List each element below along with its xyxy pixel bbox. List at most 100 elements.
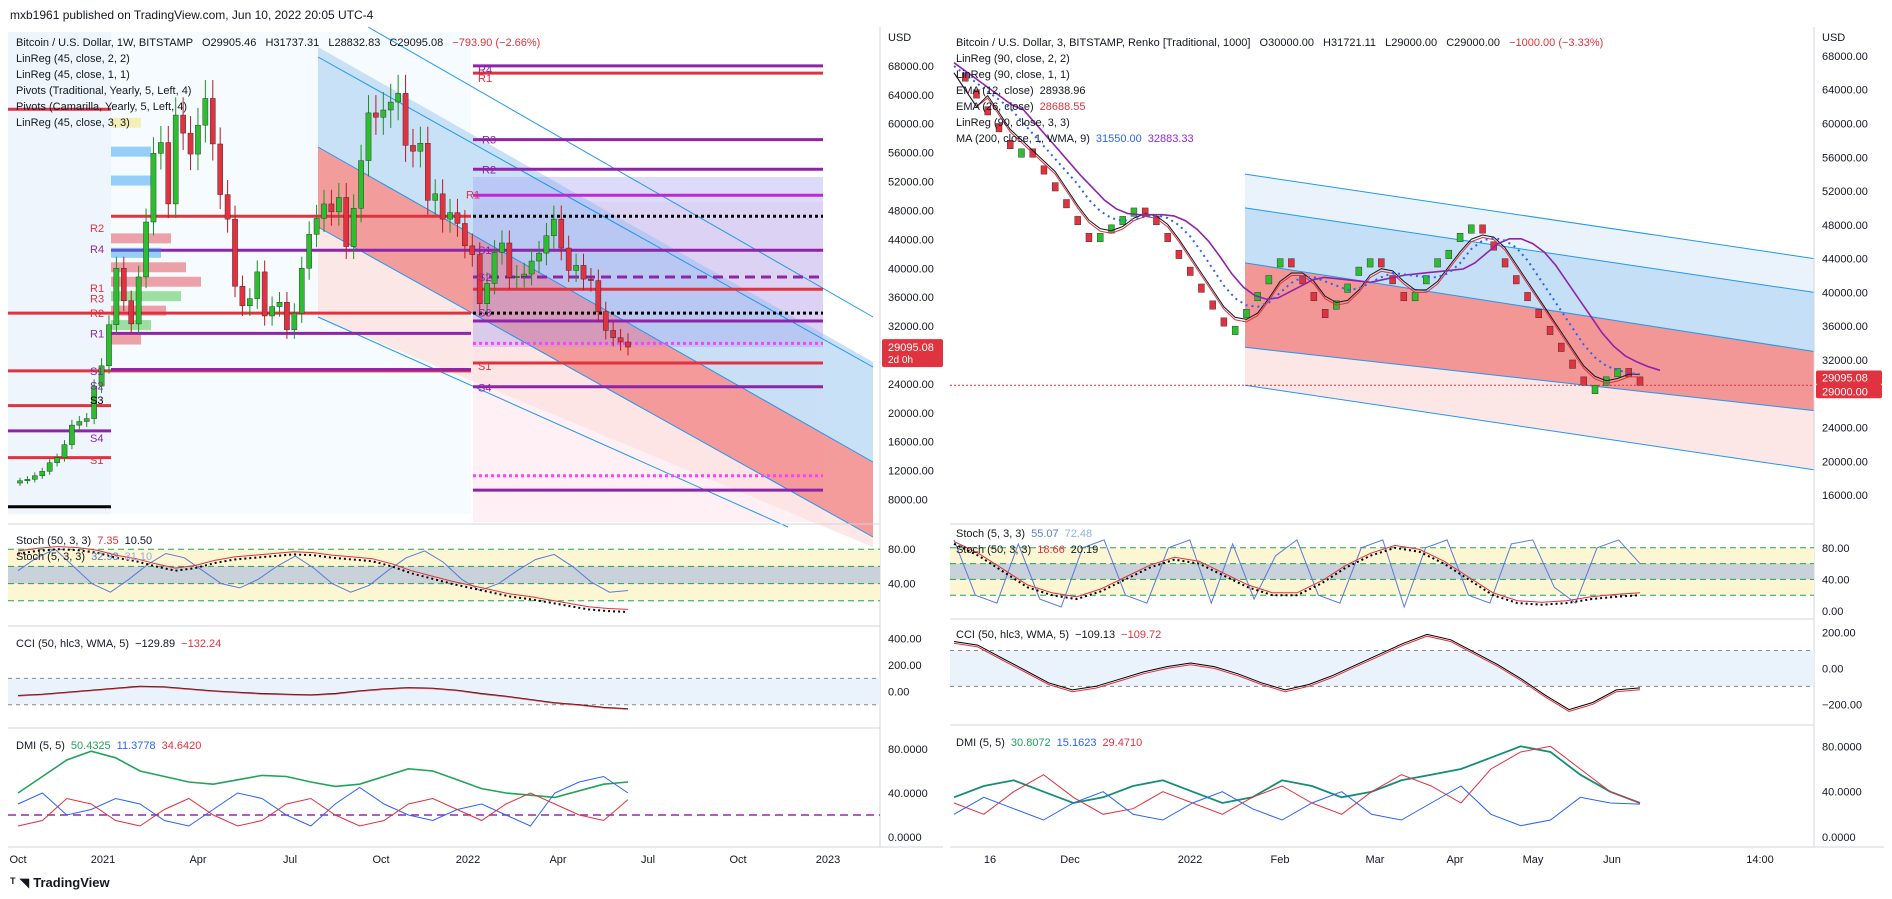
right-renko-brick (1490, 241, 1498, 251)
right-last-price-tag (1816, 370, 1882, 385)
left-cci-legend[interactable]: CCI (50, hlc3, WMA, 5) −129.89 −132.24 (16, 636, 221, 652)
right-stoch1-label: Stoch (5, 3, 3) (956, 528, 1026, 540)
left-dmi-legend[interactable]: DMI (5, 5) 50.4325 11.3778 34.6420 (16, 738, 201, 754)
right-chart-panel[interactable]: USD 68000.00 64000.00 60000.00 56000.00 52000… (950, 27, 1884, 872)
right-stoch-tick: 40.00 (1822, 574, 1850, 586)
left-indicator-3[interactable]: Pivots (Camarilla, Yearly, 5, Left, 4) (16, 101, 187, 113)
left-chart-panel[interactable]: USD 68000.00 64000.00 60000.00 56000.00 52000… (8, 27, 943, 872)
left-stoch2-k: 32.93 (91, 551, 119, 563)
left-candle-body (135, 276, 142, 325)
left-open: O29905.46 (201, 37, 257, 49)
left-candle-body (83, 418, 90, 422)
left-candle-body (239, 286, 246, 307)
right-chart-canvas[interactable]: USD 68000.00 64000.00 60000.00 56000.00 52000… (950, 27, 1884, 872)
right-renko-brick (995, 123, 1003, 133)
right-indicator-3[interactable]: EMA (26, close) (956, 101, 1034, 113)
left-cci-tick: 200.00 (888, 660, 922, 672)
right-stoch-tick: 0.00 (1822, 606, 1843, 618)
left-indicator-1[interactable]: LinReg (45, close, 1, 1) (16, 69, 130, 81)
left-candle-body (447, 212, 453, 220)
right-renko-brick (984, 106, 991, 116)
left-candle-body (432, 193, 439, 201)
left-stoch2-label: Stoch (5, 3, 3) (16, 551, 86, 563)
left-linreg-line-2 (317, 146, 874, 463)
left-indicator-2[interactable]: Pivots (Traditional, Yearly, 5, Left, 4) (16, 85, 192, 97)
right-cci-legend[interactable]: CCI (50, hlc3, WMA, 5) −109.13 −109.72 (956, 627, 1161, 643)
left-candle-body (209, 98, 216, 145)
right-indicator-5[interactable]: MA (200, close, 1, WMA, 9) (956, 133, 1090, 145)
left-price-tick: 20000.00 (888, 408, 934, 420)
left-candle-body (261, 271, 268, 317)
right-renko-brick (1231, 325, 1239, 335)
right-low: L29000.00 (1385, 37, 1438, 49)
left-chart-canvas[interactable]: USD 68000.00 64000.00 60000.00 56000.00 52000… (8, 27, 943, 872)
left-candle-body (565, 247, 572, 271)
right-time-tick: Feb (1271, 854, 1290, 866)
left-candle-body (106, 324, 112, 367)
right-time-tick: 14:00 (1746, 854, 1774, 866)
right-indicator-0[interactable]: LinReg (90, close, 2, 2) (956, 53, 1070, 65)
right-renko-brick (1366, 258, 1374, 268)
right-stoch-tick: 80.00 (1822, 543, 1850, 555)
left-pivot-label-0: R4 (478, 65, 492, 77)
left-stoch-legend[interactable]: Stoch (50, 3, 3) 7.35 10.50 Stoch (5, 3, 3… (16, 533, 152, 565)
right-cci-band (950, 650, 1814, 687)
left-currency-label: USD (888, 32, 911, 44)
right-renko-brick (1074, 216, 1081, 226)
right-renko-brick (1175, 249, 1183, 259)
left-pivot-label-2: R3 (482, 135, 496, 147)
right-stoch-fast-line (953, 539, 1641, 609)
left-candle-body (499, 242, 505, 253)
left-candle-body (513, 276, 520, 278)
left-candle-body (32, 475, 38, 480)
right-linreg-line-4 (1244, 384, 1815, 471)
left-candle-body (506, 242, 513, 278)
left-candle-body (128, 300, 135, 325)
left-candle-body (61, 444, 68, 458)
left-cci-label: CCI (50, hlc3, WMA, 5) (16, 638, 130, 650)
right-linreg-line-3 (1244, 346, 1815, 412)
right-price-tick: 16000.00 (1822, 490, 1868, 502)
right-wma-line (953, 62, 1661, 372)
right-stoch-legend[interactable]: Stoch (5, 3, 3) 55.07 72.48 Stoch (50, 3, … (956, 526, 1098, 558)
right-renko-brick (1355, 266, 1363, 276)
right-stoch2-k: 18.66 (1037, 544, 1065, 556)
left-pivot-label-11: R3 (90, 294, 104, 306)
footer-brand[interactable]: ᵀ ◥ TradingView (10, 875, 110, 891)
left-indicator-0[interactable]: LinReg (45, close, 2, 2) (16, 53, 130, 65)
right-indicator-4[interactable]: LinReg (90, close, 3, 3) (956, 117, 1070, 129)
left-candle-body (113, 268, 120, 325)
left-prev-year-zone (8, 32, 111, 514)
left-candle-body (551, 218, 557, 236)
left-volume-profile-bar-1 (111, 247, 161, 258)
left-linreg-line-3 (317, 226, 874, 538)
left-pivot-label-9: R4 (90, 244, 104, 256)
right-renko-brick (1423, 275, 1430, 285)
left-stoch-tick: 40.00 (888, 579, 916, 591)
left-stoch-midband (8, 566, 880, 584)
left-time-tick: Oct (9, 854, 26, 866)
left-candle-body (39, 471, 46, 476)
left-dmi-tick: 80.0000 (888, 744, 928, 756)
right-renko-brick (1591, 385, 1599, 394)
left-dmi-adx-line (17, 750, 629, 799)
right-renko-brick (1198, 283, 1205, 293)
left-candle-body (284, 302, 290, 330)
right-indicator-2[interactable]: EMA (12, close) (956, 85, 1034, 97)
left-candle-body (573, 265, 579, 271)
right-ma-value1: 31550.00 (1095, 133, 1142, 145)
left-indicator-4[interactable]: LinReg (45, close, 3, 3) (16, 117, 130, 129)
right-indicator-1[interactable]: LinReg (90, close, 1, 1) (956, 69, 1070, 81)
right-renko-brick (1378, 258, 1385, 268)
right-renko-brick (1580, 376, 1587, 386)
left-cci-band (8, 678, 880, 705)
left-candle-body (76, 421, 83, 426)
left-volume-profile-bar-8 (111, 146, 151, 157)
right-price-tick: 52000.00 (1822, 186, 1868, 198)
left-stoch-tick: 80.00 (888, 544, 916, 556)
right-renko-price-text: 29000.00 (1822, 386, 1868, 398)
right-renko-brick (1164, 233, 1171, 242)
left-candle-body (610, 330, 616, 338)
left-time-tick: Oct (729, 854, 746, 866)
right-dmi-legend[interactable]: DMI (5, 5) 30.8072 15.1623 29.4710 (956, 735, 1142, 751)
